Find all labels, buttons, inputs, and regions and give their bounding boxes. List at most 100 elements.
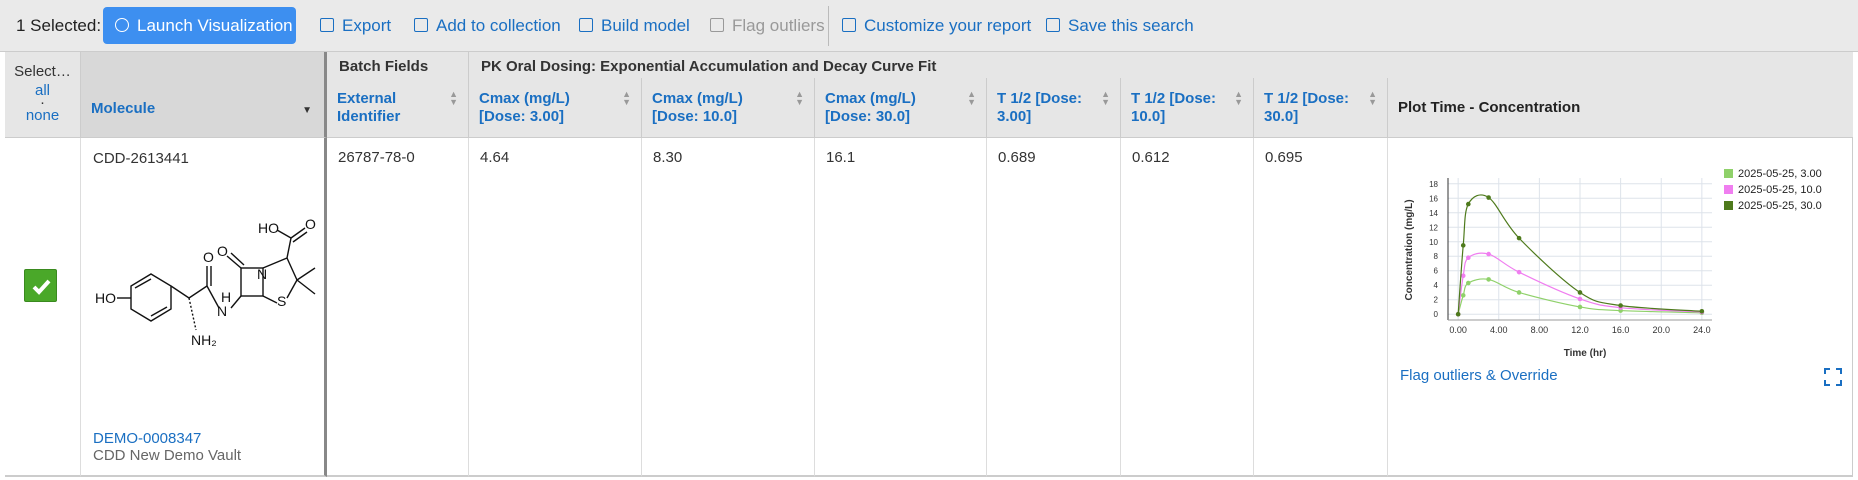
y-tick-label: 14 (1429, 209, 1438, 218)
icon (414, 18, 428, 32)
launch-button[interactable]: Launch Visualization (103, 7, 296, 44)
y-axis-label: Concentration (mg/L) (1404, 199, 1415, 300)
column-title: Cmax (mg/L) [Dose: 30.0] (825, 89, 916, 125)
structure: HO O H N NH₂ O N S HO O (95, 216, 316, 348)
atom: H (221, 289, 231, 305)
atom: S (277, 293, 286, 309)
select-none[interactable]: none (25, 107, 60, 124)
x-tick-label: 0.00 (1449, 325, 1467, 335)
data-cell: 0.689 (987, 138, 1121, 477)
button-label: Flag outliers (732, 16, 825, 35)
plot-cell: Flag outliers & Override (1388, 138, 1853, 477)
legend-swatch (1724, 169, 1733, 178)
sort-icon: ▲ ▼ (795, 89, 804, 107)
data-cell: 26787-78-0 (327, 138, 469, 477)
legend-label: 2025-05-25, 30.0 (1738, 200, 1822, 212)
data-point (1486, 277, 1491, 282)
button-label: Customize your report (864, 16, 1032, 35)
atom: N (257, 266, 267, 282)
x-tick-label: 24.0 (1693, 325, 1711, 335)
icon (710, 18, 724, 32)
build-model-button[interactable]: Build model (579, 16, 690, 36)
x-tick-label: 12.0 (1571, 325, 1589, 335)
column-title: Molecule (91, 100, 156, 117)
icon (1046, 18, 1060, 32)
column-header[interactable]: T 1/2 [Dose: 30.0] ▲ ▼ (1254, 78, 1388, 138)
flag-outliers-link[interactable]: Flag outliers & Override (1400, 367, 1558, 384)
data-point (1618, 303, 1623, 308)
column-title: T 1/2 [Dose: 30.0] (1264, 89, 1350, 125)
export-button[interactable]: Export (320, 16, 391, 36)
column-header[interactable]: Cmax (mg/L) [Dose: 3.00] ▲ ▼ (469, 78, 642, 138)
data-point (1699, 309, 1705, 314)
column-header[interactable]: Cmax (mg/L) [Dose: 30.0] ▲ ▼ (815, 78, 987, 138)
vault-name: CDD New Demo Vault (93, 447, 242, 464)
legend-swatch (1724, 185, 1733, 194)
data-point (1460, 273, 1466, 279)
x-axis-label: Time (hr) (1564, 348, 1607, 359)
sort-icon: ▲ ▼ (1368, 89, 1377, 107)
data-point (1577, 290, 1583, 295)
data-point (1577, 304, 1583, 310)
sort-icon: ▲ ▼ (622, 89, 631, 107)
group-header: Batch Fields (327, 52, 469, 78)
column-title: T 1/2 [Dose: 10.0] (1131, 89, 1217, 125)
expand-icon[interactable] (1823, 367, 1843, 387)
molecule-cell: CDD-2613441 HO O H N (81, 138, 327, 477)
atom-labels: HO O H N NH₂ O N S HO O (95, 216, 316, 348)
data-cell: 16.1 (815, 138, 987, 477)
button-label: Save this search (1068, 16, 1194, 35)
selection-count: 1 Selected: (16, 16, 102, 35)
data-point (1516, 290, 1522, 295)
column-title: Plot Time - Concentration (1398, 98, 1581, 116)
molecule-link[interactable]: DEMO-0008347 (93, 430, 202, 447)
data-point (1455, 311, 1461, 317)
toolbar: 1 Selected: Launch Visualization Export … (0, 0, 1858, 52)
x-tick-label: 20.0 (1652, 325, 1670, 335)
collection-button[interactable]: Add to collection (414, 16, 561, 36)
bonds (117, 227, 316, 331)
column-header: Plot Time - Concentration (1388, 78, 1853, 138)
icon (115, 18, 129, 32)
column-header[interactable]: External Identifier ▲ ▼ (327, 78, 469, 138)
customize-button[interactable]: Customize your report (842, 16, 1031, 36)
icon (320, 18, 334, 32)
column-header[interactable]: T 1/2 [Dose: 10.0] ▲ ▼ (1121, 78, 1254, 138)
atom: N (217, 303, 227, 319)
y-tick-label: 18 (1429, 180, 1438, 189)
data-point (1460, 243, 1466, 248)
column-header[interactable]: Cmax (mg/L) [Dose: 10.0] ▲ ▼ (642, 78, 815, 138)
checkbox[interactable] (24, 269, 57, 302)
separator: · (40, 94, 45, 111)
sort-icon: ▲ ▼ (1234, 89, 1243, 107)
column-title: External Identifier (337, 89, 401, 125)
button-label: Launch Visualization (137, 16, 293, 35)
data-cell: 4.64 (469, 138, 642, 477)
button-label: Build model (601, 16, 690, 35)
x-tick-label: 8.00 (1531, 325, 1549, 335)
atom: O (305, 216, 316, 232)
data-point (1466, 280, 1471, 286)
select-header: Select… all · none (5, 52, 81, 138)
select-all[interactable]: all (34, 82, 50, 99)
data-point (1486, 195, 1491, 200)
y-tick-label: 12 (1429, 223, 1438, 232)
button-label: Export (342, 16, 392, 35)
column-header[interactable]: T 1/2 [Dose: 3.00] ▲ ▼ (987, 78, 1121, 138)
flag-outliers-button: Flag outliers (710, 16, 825, 36)
column-title: Cmax (mg/L) [Dose: 10.0] (652, 89, 743, 125)
legend-label: 2025-05-25, 3.00 (1738, 168, 1822, 180)
x-tick-label: 4.00 (1490, 325, 1508, 335)
y-tick-label: 2 (1434, 296, 1439, 305)
data-point (1516, 235, 1522, 241)
y-tick-label: 10 (1429, 238, 1438, 247)
button-label: Add to collection (436, 16, 561, 35)
molecule-header[interactable]: Molecule ▼ (81, 52, 327, 138)
x-tick-label: 16.0 (1612, 325, 1630, 335)
dropdown-caret: ▼ (302, 105, 312, 116)
data-point (1466, 201, 1471, 207)
vault-info: DEMO-0008347 CDD New Demo Vault (93, 430, 241, 464)
save-search-button[interactable]: Save this search (1046, 16, 1194, 36)
y-tick-label: 0 (1434, 310, 1439, 319)
